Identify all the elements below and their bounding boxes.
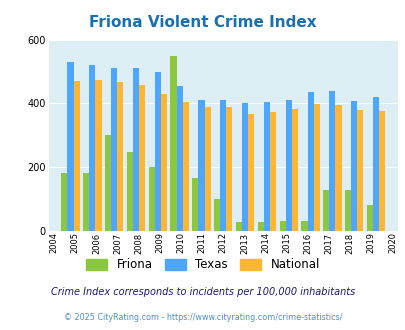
Bar (372, 97, 378, 231)
Bar (241, 103, 247, 231)
Bar (366, 206, 372, 231)
Bar (322, 189, 328, 231)
Bar (279, 221, 285, 231)
Bar (263, 102, 269, 231)
Bar (154, 73, 160, 231)
Bar (83, 173, 89, 231)
Bar (269, 112, 275, 231)
Legend: Friona, Texas, National: Friona, Texas, National (86, 258, 319, 271)
Bar (95, 80, 101, 231)
Bar (301, 221, 307, 231)
Bar (226, 107, 232, 231)
Bar (378, 111, 384, 231)
Bar (344, 189, 350, 231)
Bar (247, 114, 254, 231)
Bar (285, 100, 291, 231)
Bar (89, 65, 95, 231)
Bar (313, 104, 319, 231)
Bar (235, 222, 241, 231)
Bar (204, 107, 210, 231)
Bar (170, 56, 176, 231)
Bar (73, 81, 79, 231)
Bar (67, 62, 73, 231)
Bar (291, 109, 297, 231)
Bar (213, 199, 220, 231)
Bar (257, 222, 263, 231)
Bar (328, 91, 335, 231)
Bar (148, 167, 154, 231)
Text: © 2025 CityRating.com - https://www.cityrating.com/crime-statistics/: © 2025 CityRating.com - https://www.city… (64, 313, 341, 322)
Bar (105, 135, 111, 231)
Bar (350, 101, 356, 231)
Bar (126, 152, 132, 231)
Bar (192, 178, 198, 231)
Bar (61, 173, 67, 231)
Bar (117, 82, 123, 231)
Bar (132, 68, 139, 231)
Bar (198, 100, 204, 231)
Bar (160, 94, 166, 231)
Bar (220, 100, 226, 231)
Text: Crime Index corresponds to incidents per 100,000 inhabitants: Crime Index corresponds to incidents per… (51, 287, 354, 297)
Bar (307, 92, 313, 231)
Bar (182, 102, 188, 231)
Bar (111, 68, 117, 231)
Text: Friona Violent Crime Index: Friona Violent Crime Index (89, 15, 316, 30)
Bar (356, 110, 362, 231)
Bar (176, 86, 182, 231)
Bar (139, 85, 145, 231)
Bar (335, 105, 341, 231)
